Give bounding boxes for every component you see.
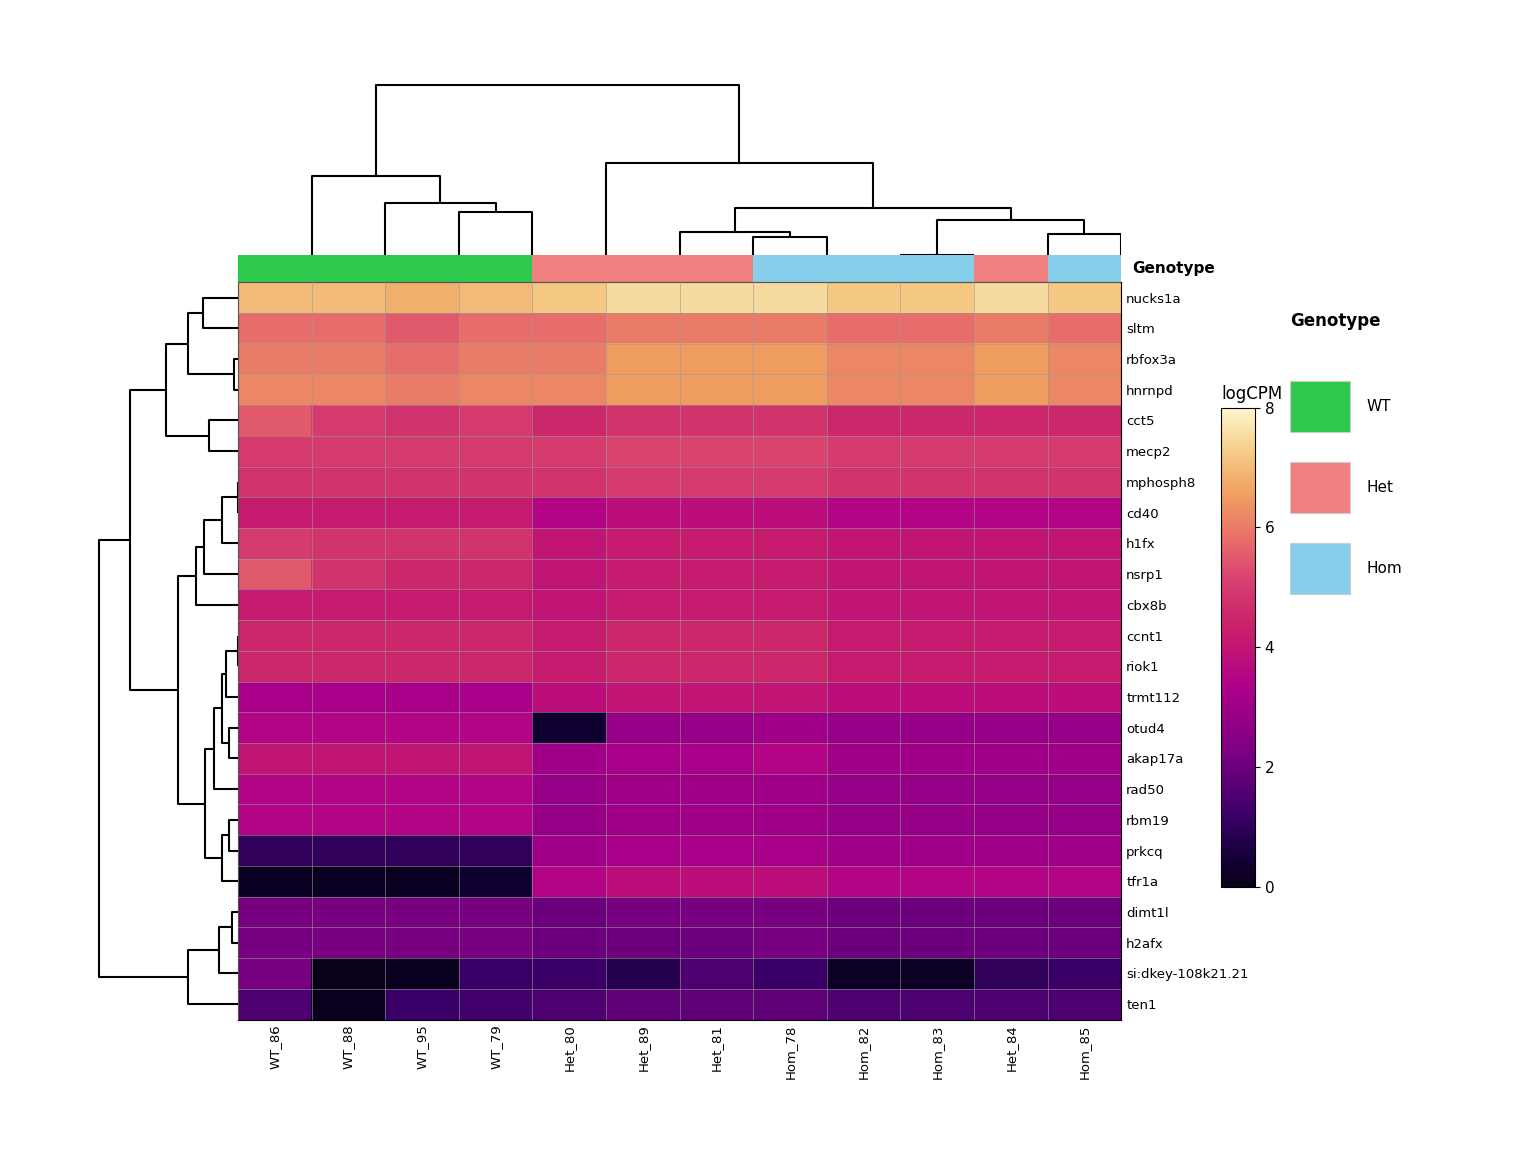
Bar (312, 255, 386, 282)
Text: Genotype: Genotype (1290, 312, 1381, 331)
Bar (1048, 255, 1121, 282)
Text: logCPM: logCPM (1221, 385, 1283, 403)
Bar (900, 255, 974, 282)
Text: WT: WT (1366, 399, 1390, 414)
Text: Genotype: Genotype (1132, 260, 1215, 276)
FancyBboxPatch shape (1290, 543, 1350, 593)
Bar (974, 255, 1048, 282)
Bar (533, 255, 607, 282)
Bar (753, 255, 826, 282)
Bar (826, 255, 900, 282)
FancyBboxPatch shape (1290, 381, 1350, 432)
Bar (386, 255, 459, 282)
Bar (459, 255, 533, 282)
FancyBboxPatch shape (1290, 462, 1350, 513)
Text: Het: Het (1366, 479, 1393, 495)
Bar (238, 255, 312, 282)
Bar (607, 255, 679, 282)
Bar (679, 255, 753, 282)
Text: Hom: Hom (1366, 561, 1402, 576)
